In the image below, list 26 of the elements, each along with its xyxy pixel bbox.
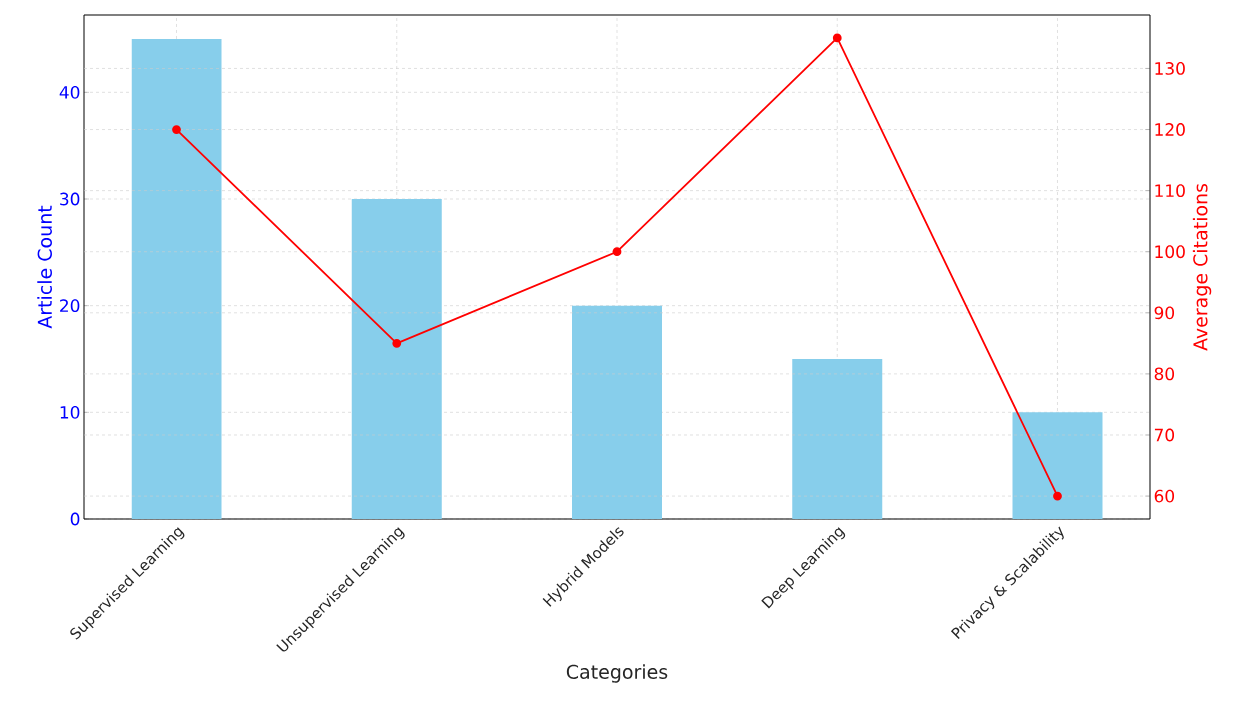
y-tick-label: 10 <box>60 405 80 419</box>
point <box>172 125 181 134</box>
y2-tick-label: 70 <box>1154 428 1175 442</box>
y2-tick-label: 110 <box>1155 184 1185 198</box>
point <box>832 33 842 43</box>
bar <box>1012 412 1103 519</box>
y2-tick-label: 120 <box>1155 123 1185 136</box>
y-tick-label: 40 <box>59 85 80 99</box>
y2-tick-label: 100 <box>1155 245 1185 259</box>
y2-tick-label: 90 <box>1154 306 1175 320</box>
point <box>612 247 622 257</box>
bar <box>792 359 883 519</box>
y2-axis-title: Average Citations <box>1192 183 1212 351</box>
point <box>1053 491 1062 501</box>
y-axis-title: Article Count <box>37 205 52 329</box>
y2-tick-label: 60 <box>1154 489 1175 503</box>
y2-tick-label: 80 <box>1154 367 1175 381</box>
bar <box>131 39 222 519</box>
y-tick-label: 0 <box>70 512 80 526</box>
x-axis-title: Categories <box>566 664 668 683</box>
y-tick-label: 30 <box>60 192 80 206</box>
y-tick-label: 20 <box>60 299 80 313</box>
bar <box>572 305 662 519</box>
point <box>392 338 402 348</box>
bar <box>351 199 442 519</box>
y2-tick-label: 130 <box>1155 62 1185 75</box>
